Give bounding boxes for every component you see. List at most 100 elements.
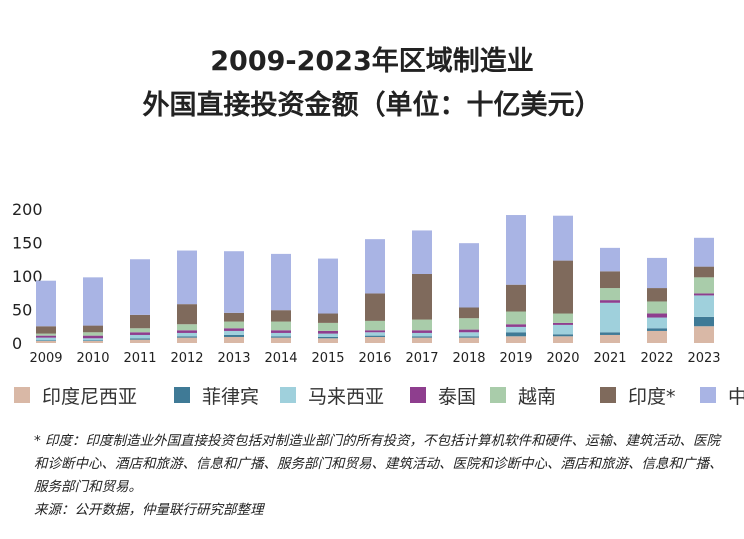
legend-label: 马来西亚 [308,385,385,408]
bar-segment [318,313,338,323]
x-tick-label: 2021 [593,351,626,365]
bar-segment [177,337,197,343]
bar-segment [412,337,432,343]
x-tick-label: 2023 [687,351,720,365]
bar-segment [412,230,432,274]
bar-segment [271,336,291,338]
x-tick-label: 2019 [499,351,532,365]
x-tick-label: 2010 [76,351,109,365]
bar-segment [553,322,573,325]
bar-segment [130,332,150,335]
legend-item: 印度* [600,380,676,410]
bar-segment [506,324,526,327]
bar-segment [459,337,479,343]
x-tick-label: 2011 [123,351,156,365]
x-tick-label: 2018 [452,351,485,365]
bar-segment [83,277,103,326]
x-tick-label: 2014 [264,351,297,365]
bar-segment [130,338,150,340]
bar-segment [647,328,667,331]
legend-label: 越南 [518,385,557,408]
bar-segment [224,321,244,329]
y-tick-label: 200 [12,200,43,219]
bar-segment [318,333,338,337]
y-tick-label: 50 [12,301,32,320]
bar-segment [271,330,291,333]
bar-segment [600,332,620,335]
bar-segment [694,316,714,327]
bar-segment [412,332,432,337]
legend-item: 越南 [490,380,556,410]
bar-segment [224,336,244,343]
x-tick-label: 2013 [217,351,250,365]
bar-segment [83,332,103,336]
chart-notes: * 印度：印度制造业外国直接投资包括对制造业部门的所有投资，不包括计算机软件和硬… [34,430,724,522]
bar-segment [36,326,56,334]
x-tick-label: 2022 [640,351,673,365]
bar-segment [365,239,385,294]
bar-segment [271,253,291,311]
bar-segment [365,320,385,331]
legend-item: 马来西亚 [280,380,384,410]
legend-item: 印度尼西亚 [14,380,137,410]
bar-segment [694,326,714,343]
bar-segment [647,330,667,343]
bar-segment [271,321,291,331]
legend-label: 印度* [628,385,676,408]
bar-segment [177,332,197,337]
bar-segment [365,293,385,321]
bar-segment [553,324,573,335]
bar-segment [224,330,244,335]
bar-segment [600,300,620,303]
bar-segment [177,250,197,305]
bar-segment [177,304,197,325]
bar-segment [130,334,150,339]
legend-swatch [174,387,190,403]
legend-swatch [410,387,426,403]
x-tick-label: 2017 [405,351,438,365]
bar-segment [36,333,56,336]
bar-segment [459,307,479,319]
india-footnote: * 印度：印度制造业外国直接投资包括对制造业部门的所有投资，不包括计算机软件和硬… [34,433,723,495]
bar-segment [271,337,291,343]
bar-segment [647,301,667,314]
bar-segment [694,295,714,317]
bar-segment [647,317,667,329]
bar-segment [412,273,432,320]
legend-item: 泰国 [410,380,476,410]
bar-segment [36,340,56,341]
bar-segment [365,332,385,336]
bar-segment [318,330,338,334]
bar-segment [553,313,573,323]
legend-swatch [14,387,30,403]
chart-title-line2: 外国直接投资金额（单位：十亿美元） [142,90,602,121]
bar-segment [83,340,103,341]
bar-segment [83,338,103,341]
bar-segment [459,336,479,338]
bar-segment [553,336,573,343]
bar-segment [83,340,103,343]
bar-segment [694,277,714,294]
x-tick-label: 2020 [546,351,579,365]
legend-swatch [280,387,296,403]
bar-segment [459,243,479,308]
bar-segment [506,311,526,325]
bar-segment [36,340,56,343]
bar-segment [318,258,338,314]
bar-segment [506,336,526,343]
bar-segment [647,288,667,302]
bar-segment [36,337,56,341]
bar-segment [600,302,620,333]
bar-segment [83,335,103,339]
bar-segment [177,324,197,331]
bar-segment [553,215,573,261]
x-tick-label: 2009 [29,351,62,365]
bar-segment [694,237,714,267]
stacked-bar-chart: 0 50 100 150 200 2009 2010 2011 2012 2013 2014 2015… [12,200,721,365]
bar-segment [506,332,526,337]
bar-segment [130,259,150,315]
bar-segment [412,330,432,333]
source-note: 来源：公开数据，仲量联行研究部整理 [34,502,264,518]
bar-segment [177,336,197,338]
bar-segment [412,319,432,331]
